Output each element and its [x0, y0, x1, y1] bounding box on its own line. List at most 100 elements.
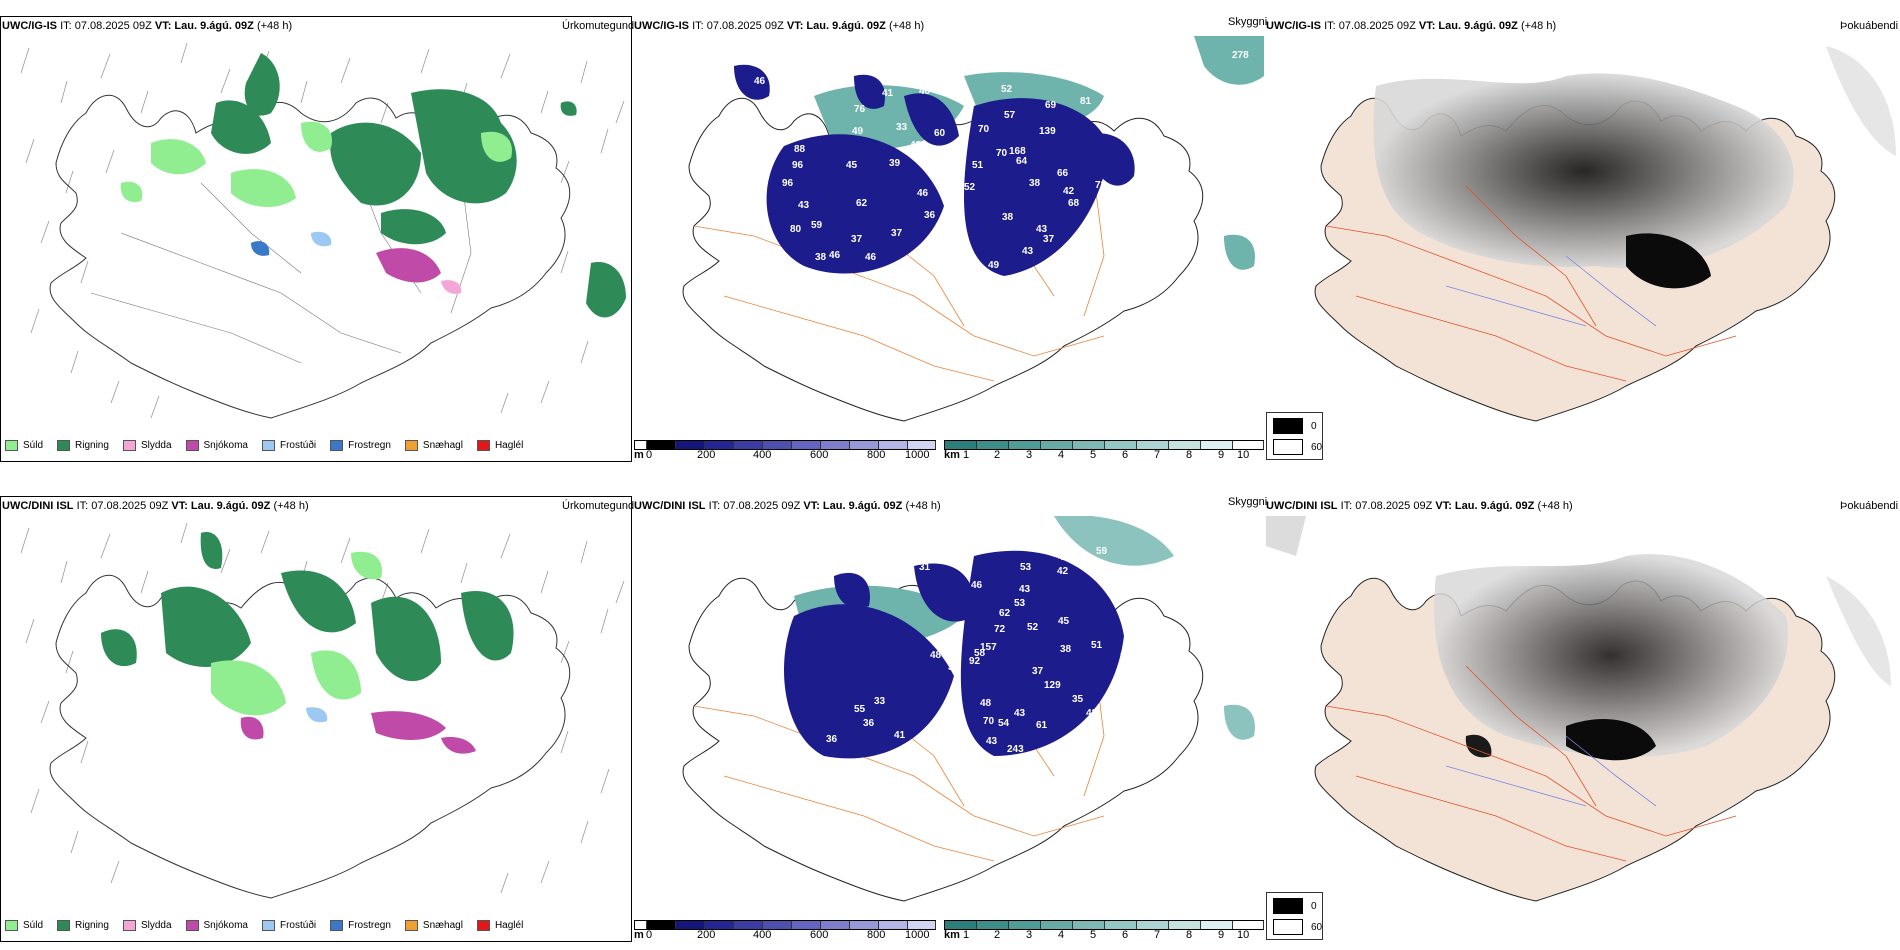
- colorbar-tick: 800: [867, 929, 886, 941]
- lead-time: (+48 h): [273, 500, 309, 512]
- colorbar-segment: [850, 441, 879, 449]
- snow-areas: [240, 711, 476, 754]
- cloud-base-value-label: 33: [874, 696, 886, 707]
- legend-swatch: [1273, 919, 1303, 935]
- cloud-base-value-label: 38: [1060, 644, 1072, 655]
- cloud-base-value-label: 51: [972, 160, 984, 171]
- colorbar-tick: 0: [646, 929, 653, 941]
- drizzle-areas: [211, 551, 382, 716]
- lead-time: (+48 h): [1520, 20, 1557, 32]
- cloud-base-value-label: 70: [978, 124, 990, 135]
- colorbar-tick: 10: [1237, 449, 1250, 461]
- cloud-base-value-label: 59: [1118, 704, 1130, 715]
- cloud-base-value-label: 88: [794, 144, 806, 155]
- colorbar-segment: [734, 921, 763, 929]
- cloud-base-value-label: 38: [1002, 212, 1014, 223]
- cloud-base-value-label: 46: [917, 188, 929, 199]
- colorbar-tick: 6: [1122, 449, 1129, 461]
- legend-label: 60: [1311, 441, 1323, 453]
- cloud-base-value-label: 48: [930, 650, 942, 661]
- legend-swatch: [57, 920, 71, 931]
- cloud-base-value-label: 46: [971, 580, 983, 591]
- colorbar-unit: km: [944, 449, 960, 461]
- colorbar-segment: [977, 921, 1009, 929]
- colorbar-segment: [879, 921, 908, 929]
- legend-label: Snæhagl: [422, 920, 463, 931]
- legend-swatch: [1273, 439, 1303, 455]
- valid-time: VT: Lau. 9.ágú. 09Z: [1418, 20, 1518, 32]
- cloud-base-value-label: 49: [1131, 624, 1143, 635]
- valid-time: VT: Lau. 9.ágú. 09Z: [154, 20, 254, 32]
- cloud-base-value-label: 73: [1095, 180, 1107, 191]
- colorbar-segment: [1137, 441, 1169, 449]
- cloud-base-value-label: 66: [1057, 168, 1069, 179]
- legend-label: 60: [1311, 921, 1323, 933]
- param-title: Skyggni: [1228, 496, 1268, 508]
- colorbar-segment: [763, 921, 792, 929]
- colorbar-unit: m: [634, 929, 644, 941]
- cloud-base-value-label: 37: [948, 662, 960, 673]
- cloud-base-value-label: 62: [856, 198, 868, 209]
- legend-swatch: [185, 920, 199, 931]
- colorbar-segment: [763, 441, 792, 449]
- cloud-base-value-label: 84: [1134, 684, 1146, 695]
- colorbar-tick: 200: [697, 929, 716, 941]
- lead-time: (+48 h): [888, 20, 925, 32]
- cloud-base-value-label: 59: [1096, 546, 1108, 557]
- cloud-base-value-label: 36: [957, 84, 969, 95]
- legend-label: Snjókoma: [203, 440, 248, 451]
- legend-label: Slydda: [140, 920, 172, 931]
- cloud-base-value-label: 38: [1029, 178, 1041, 189]
- cloud-base-value-label: 168: [1009, 146, 1026, 157]
- legend-swatch: [57, 440, 71, 451]
- cloud-base-value-label: 108: [852, 540, 869, 551]
- legend-item-frostregn: Frostregn: [330, 920, 391, 931]
- colorbar-segment: [1073, 441, 1105, 449]
- colorbar-segment: [734, 441, 763, 449]
- cloud-base-value-label: 37: [1032, 666, 1044, 677]
- init-time: IT: 07.08.2025 09Z: [692, 20, 784, 32]
- map-frame: [0, 496, 632, 942]
- colorbar-segment: [1201, 921, 1233, 929]
- precip-map-top: [20, 42, 626, 419]
- legend-item-frostregn: Frostregn: [330, 440, 391, 451]
- cloud-base-value-label: 43: [1019, 584, 1031, 595]
- legend-item-snaehagl: Snæhagl: [404, 920, 463, 931]
- legend-item-frostudi: Frostúði: [261, 920, 316, 931]
- legend-item-slydda: Slydda: [122, 920, 172, 931]
- cloud-base-value-label: 49: [1158, 164, 1170, 175]
- cloud-base-value-label: 96: [792, 160, 804, 171]
- colorbar-tick: 2: [994, 929, 1001, 941]
- colorbar-tick: 7: [1154, 449, 1161, 461]
- cloud-base-value-label: 40: [909, 250, 921, 261]
- cloud-base-value-label: 51: [874, 558, 886, 569]
- fog-areas: [1373, 46, 1896, 289]
- legend-label: 0: [1311, 900, 1317, 912]
- cloud-base-value-label: 43: [1036, 224, 1048, 235]
- cloud-base-value-label: 61: [1036, 720, 1048, 731]
- cloud-base-value-label: 41: [980, 538, 992, 549]
- legend-swatch: [261, 440, 275, 451]
- valid-time: VT: Lau. 9.ágú. 09Z: [1435, 500, 1535, 512]
- cloud-base-value-label: 55: [754, 120, 766, 131]
- cloud-base-value-label: 43: [1153, 144, 1165, 155]
- cloud-base-value-label: 43: [798, 200, 810, 211]
- colorbar-segment: [792, 441, 821, 449]
- legend-item-slydda: Slydda: [122, 440, 172, 451]
- colorbar-tick: 3: [1026, 929, 1033, 941]
- legend-item-sild: Súld: [5, 920, 43, 931]
- cloud-base-value-label: 58: [974, 648, 986, 659]
- cloud-base-value-label: 58: [950, 704, 962, 715]
- precip-header-bottom: UWC/DINI ISL IT: 07.08.2025 09Z VT: Lau.…: [2, 500, 309, 512]
- colorbar-segment: [977, 441, 1009, 449]
- cloud-base-value-label: 57: [1004, 110, 1016, 121]
- colorbar-tick: 6: [1122, 929, 1129, 941]
- cloud-base-value-label: 35: [1072, 694, 1084, 705]
- cloud-base-value-label: 68: [784, 100, 796, 111]
- colorbar-km: [944, 920, 1264, 930]
- colorbar-tick: 200: [697, 449, 716, 461]
- colorbar-segment: [850, 921, 879, 929]
- colorbar-segment: [1169, 441, 1201, 449]
- colorbar-segment: [705, 441, 734, 449]
